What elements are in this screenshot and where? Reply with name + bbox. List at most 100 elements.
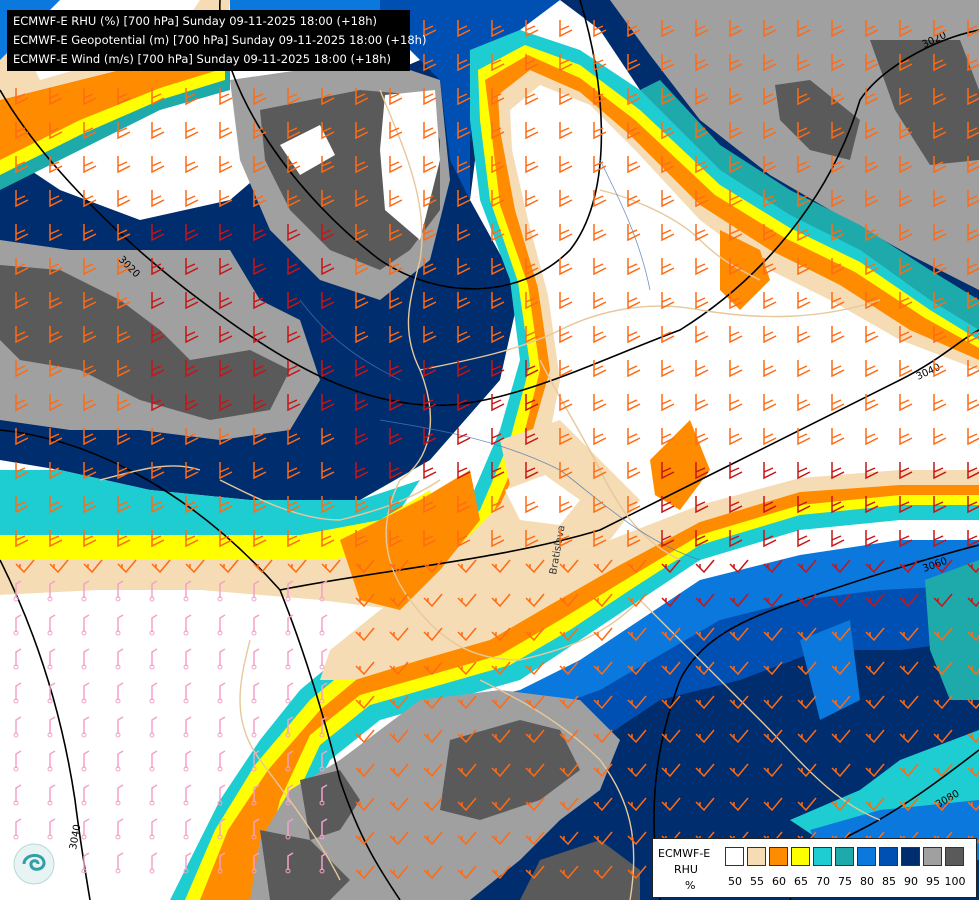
wind-barb: [321, 750, 328, 768]
wind-barb: [219, 784, 226, 802]
wind-barb: [491, 156, 505, 174]
wind-barb: [219, 88, 233, 106]
wind-barb: [695, 20, 709, 38]
wind-barb: [729, 530, 743, 548]
rhu-area-southwest-white: [0, 590, 380, 900]
wind-barb: [661, 122, 675, 140]
wind-barb: [525, 54, 539, 72]
rhu-band-nw-orange: [0, 50, 225, 160]
wind-barb: [899, 695, 919, 710]
wind-barb: [83, 190, 97, 208]
wind-barb: [389, 224, 403, 242]
wind-barb: [83, 852, 90, 870]
wind-barb: [559, 797, 579, 812]
wind-barb: [797, 122, 811, 140]
wind-barb: [661, 496, 675, 514]
wind-barb: [661, 88, 675, 106]
wind-barb: [219, 428, 233, 446]
wind-barb: [865, 360, 879, 378]
wind-barb: [355, 496, 369, 514]
wind-barb: [695, 530, 709, 548]
wind-barb: [423, 797, 443, 812]
wind-barb: [525, 729, 545, 744]
wind-barb: [899, 496, 913, 514]
wind-barb: [185, 360, 199, 378]
wind-barb: [797, 54, 811, 72]
wind-barb: [151, 360, 165, 378]
wind-barb: [661, 190, 675, 208]
wind-barb: [287, 682, 294, 700]
wind-barb: [457, 831, 477, 846]
wind-barb: [627, 831, 647, 846]
wind-barb: [219, 530, 233, 548]
wind-barb: [967, 20, 979, 38]
wind-barb: [321, 326, 335, 344]
wind-barb: [695, 224, 709, 242]
wind-barb: [593, 593, 613, 608]
logo-icon: [12, 842, 56, 886]
wind-barb: [967, 326, 979, 344]
wind-barb: [491, 530, 505, 548]
wind-barb: [933, 88, 947, 106]
wind-barb: [49, 428, 63, 446]
wind-barb: [559, 122, 573, 140]
wind-barb: [967, 665, 979, 676]
wind-barb: [15, 224, 29, 242]
wind-barb: [321, 156, 335, 174]
wind-barb: [457, 360, 471, 378]
wind-barb: [491, 292, 505, 310]
wind-barb: [865, 428, 879, 446]
wind-barb: [593, 661, 613, 676]
wind-barb: [933, 156, 947, 174]
wind-barb: [117, 156, 131, 174]
wind-barb: [117, 496, 131, 514]
wind-barb: [831, 258, 845, 276]
wind-barb: [763, 695, 783, 710]
wind-barb: [491, 661, 511, 676]
wind-barb: [389, 530, 403, 548]
wind-barb: [797, 292, 811, 310]
wind-barb: [831, 224, 845, 242]
wind-barb: [491, 190, 505, 208]
wind-barb: [457, 428, 471, 446]
wind-barb: [491, 122, 505, 140]
wind-barb: [423, 831, 443, 846]
rhu-band-nw-yellow: [0, 60, 225, 175]
wind-barb: [559, 292, 573, 310]
wind-barb: [151, 682, 158, 700]
wind-barb: [661, 20, 675, 38]
wind-barb: [797, 224, 811, 242]
wind-barb: [797, 797, 817, 812]
wind-barb: [729, 627, 749, 642]
wind-barb: [695, 54, 709, 72]
wind-barb: [457, 20, 471, 38]
wind-barb: [83, 750, 90, 768]
wind-barb: [321, 818, 328, 836]
wind-barb: [729, 326, 743, 344]
wind-barb: [491, 627, 511, 642]
wind-barb: [15, 648, 22, 666]
wind-barb: [967, 88, 979, 106]
wind-barb: [117, 122, 131, 140]
wind-barb: [899, 258, 913, 276]
wind-barb: [83, 648, 90, 666]
wind-barb: [389, 729, 409, 744]
wind-barb: [83, 156, 97, 174]
wind-barb: [219, 682, 226, 700]
wind-barb: [661, 292, 675, 310]
wind-barb: [695, 428, 709, 446]
rhu-dry-tongue-orange-patch: [720, 230, 770, 310]
wind-barb: [355, 190, 369, 208]
wind-barb: [457, 865, 477, 880]
wind-barb: [151, 122, 165, 140]
wind-barb: [83, 682, 90, 700]
wind-barb: [695, 292, 709, 310]
wind-barb: [627, 394, 641, 412]
wind-barb: [355, 258, 369, 276]
wind-barb: [593, 627, 613, 642]
wind-barb: [627, 224, 641, 242]
rhu-area-south-dark2: [440, 720, 580, 820]
header-line-rhu: ECMWF-E RHU (%) [700 hPa] Sunday 09-11-2…: [13, 14, 378, 28]
wind-barb: [15, 462, 29, 480]
wind-barb: [865, 695, 885, 710]
